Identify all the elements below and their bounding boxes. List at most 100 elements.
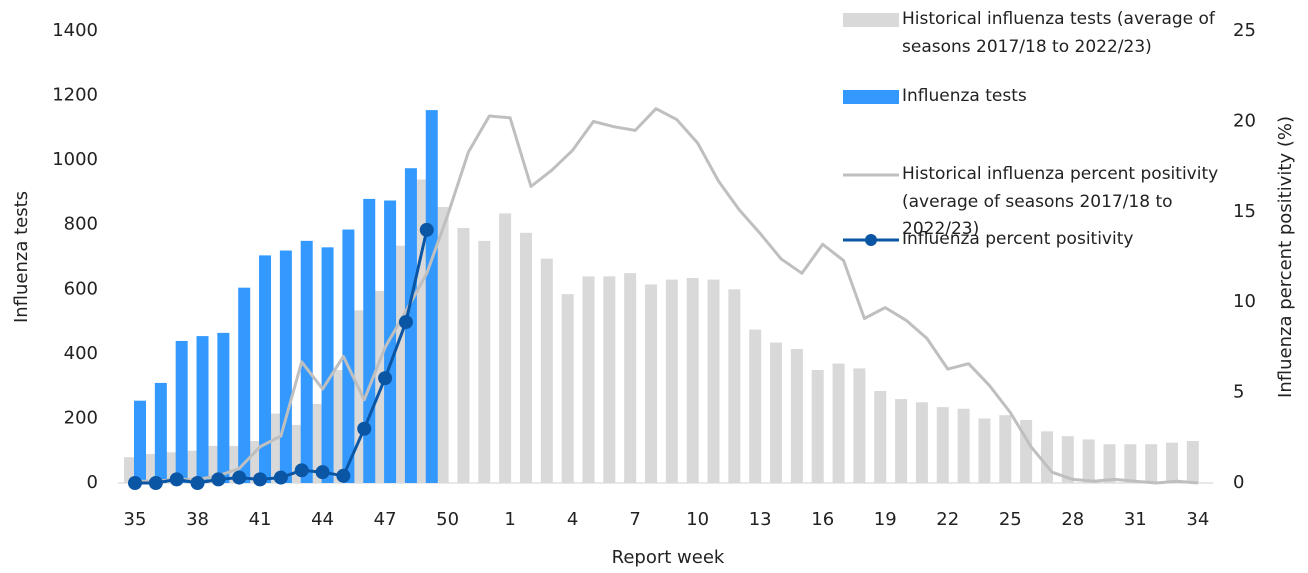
bar — [770, 342, 783, 483]
marker — [190, 476, 205, 490]
bar — [196, 336, 209, 483]
marker — [148, 476, 163, 490]
legend-swatch — [843, 13, 899, 27]
bar — [175, 340, 188, 483]
bar — [603, 276, 616, 483]
bar — [279, 250, 292, 483]
x-tick-label: 1 — [504, 509, 515, 530]
marker — [398, 315, 413, 330]
y2-tick-label: 20 — [1233, 110, 1256, 131]
x-tick-label: 50 — [436, 509, 459, 530]
bar — [1040, 431, 1053, 483]
marker — [336, 468, 351, 483]
x-tick-label: 31 — [1124, 509, 1147, 530]
bar — [269, 413, 282, 483]
bar — [384, 200, 397, 483]
x-tick-label: 19 — [874, 509, 897, 530]
y-tick-label: 200 — [64, 407, 98, 428]
bar — [144, 453, 157, 483]
legend-patch — [843, 13, 899, 27]
bar — [957, 408, 970, 483]
bar — [311, 403, 324, 483]
x-axis-title: Report week — [612, 547, 725, 568]
legend-label: Influenza percent positivity — [902, 229, 1134, 249]
y-tick-label: 0 — [87, 472, 98, 493]
bar — [1145, 444, 1158, 483]
x-tick-label: 34 — [1186, 509, 1209, 530]
marker — [294, 463, 309, 478]
bar — [811, 370, 824, 483]
y2-tick-label: 0 — [1233, 472, 1244, 493]
marker — [419, 222, 434, 237]
bar — [895, 399, 908, 483]
x-tick-label: 25 — [999, 509, 1022, 530]
y-tick-label: 600 — [64, 278, 98, 299]
marker — [169, 472, 184, 487]
bar — [342, 229, 355, 483]
bar — [353, 310, 366, 483]
x-tick-label: 16 — [811, 509, 834, 530]
bar — [1186, 441, 1199, 483]
y-tick-label: 1200 — [52, 85, 98, 106]
bar — [790, 349, 803, 483]
marker — [315, 465, 330, 480]
bar — [874, 390, 887, 483]
bar — [749, 329, 762, 483]
x-tick-label: 47 — [374, 509, 397, 530]
marker — [211, 472, 226, 487]
y-tick-label: 400 — [64, 343, 98, 364]
y2-axis-title: Influenza percent positivity (%) — [1275, 116, 1296, 398]
x-tick-label: 7 — [629, 509, 640, 530]
bar — [540, 258, 553, 483]
bar — [332, 370, 345, 483]
legend-label: Historical influenza tests (average of s… — [902, 9, 1215, 57]
x-tick-label: 35 — [124, 509, 147, 530]
legend-label: Historical influenza percent positivity … — [902, 164, 1219, 239]
bar — [1166, 442, 1178, 483]
x-tick-label: 22 — [936, 509, 959, 530]
line — [135, 107, 1198, 485]
bar — [478, 240, 491, 483]
y2-tick-label: 25 — [1233, 20, 1256, 41]
bar — [582, 276, 595, 483]
bar — [832, 363, 845, 483]
y-axis-title: Influenza tests — [11, 191, 32, 323]
bar — [624, 273, 637, 483]
y2-tick-label: 5 — [1233, 382, 1244, 403]
y-tick-label: 1000 — [52, 149, 98, 170]
bar — [915, 402, 928, 483]
bar — [728, 289, 741, 483]
bar — [321, 247, 334, 483]
bar — [686, 277, 699, 483]
bar — [249, 441, 262, 483]
bar — [853, 368, 866, 483]
bar — [238, 287, 251, 483]
y2-tick-label: 10 — [1233, 291, 1256, 312]
bar — [1124, 444, 1137, 483]
bar — [394, 245, 407, 483]
x-tick-label: 28 — [1061, 509, 1084, 530]
bar — [415, 179, 428, 483]
x-tick-label: 44 — [311, 509, 334, 530]
bar — [999, 415, 1012, 483]
bar — [300, 240, 313, 483]
bar — [259, 255, 272, 483]
bar — [665, 279, 678, 483]
bar — [1103, 444, 1116, 483]
marker — [378, 371, 393, 386]
bar — [363, 198, 376, 483]
x-tick-label: 13 — [749, 509, 772, 530]
legend-swatch — [843, 173, 899, 177]
x-tick-label: 41 — [249, 509, 272, 530]
bar — [154, 382, 167, 483]
marker — [232, 470, 247, 485]
legend-patch — [843, 90, 899, 104]
legend-marker — [865, 234, 877, 246]
bar — [499, 213, 512, 483]
marker — [253, 472, 268, 487]
y-tick-label: 1400 — [52, 20, 98, 41]
legend-label: Influenza tests — [902, 86, 1027, 106]
bar — [519, 232, 532, 483]
x-tick-label: 38 — [186, 509, 209, 530]
